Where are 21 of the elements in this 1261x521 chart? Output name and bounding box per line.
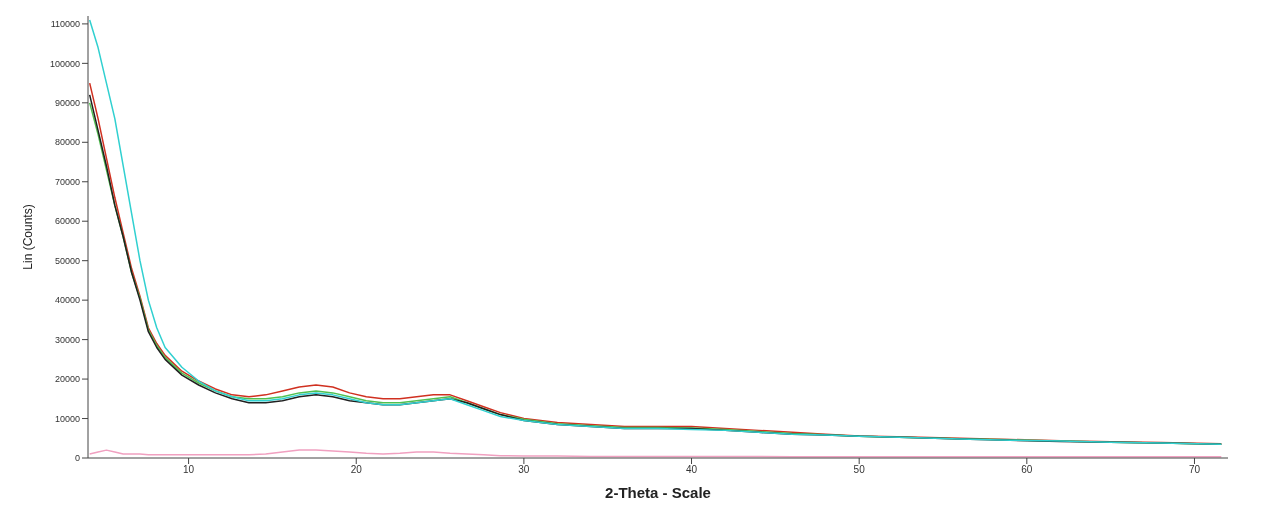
x-axis-title: 2-Theta - Scale (605, 484, 711, 501)
y-tick-label: 10000 (54, 413, 80, 424)
y-tick-label: 60000 (54, 216, 80, 227)
y-tick-label: 20000 (54, 374, 80, 385)
y-tick-label: 40000 (54, 295, 80, 306)
y-tick-label: 90000 (54, 98, 80, 109)
x-tick-label: 40 (685, 464, 698, 476)
x-tick-label: 30 (518, 464, 530, 476)
y-axis-title: Lin (Counts) (21, 204, 36, 270)
x-tick-label: 20 (350, 464, 363, 476)
y-tick-label: 30000 (54, 334, 80, 345)
x-tick-label: 60 (1021, 464, 1033, 476)
x-tick-label: 50 (853, 464, 866, 476)
x-tick-label: 70 (1188, 464, 1201, 476)
y-tick-label: 0 (74, 453, 80, 464)
x-tick-label: 10 (183, 464, 195, 476)
y-tick-label: 70000 (54, 176, 80, 187)
y-tick-label: 110000 (50, 19, 80, 30)
y-tick-label: 50000 (54, 255, 80, 266)
y-tick-label: 80000 (54, 137, 80, 148)
y-tick-label: 100000 (49, 58, 80, 69)
